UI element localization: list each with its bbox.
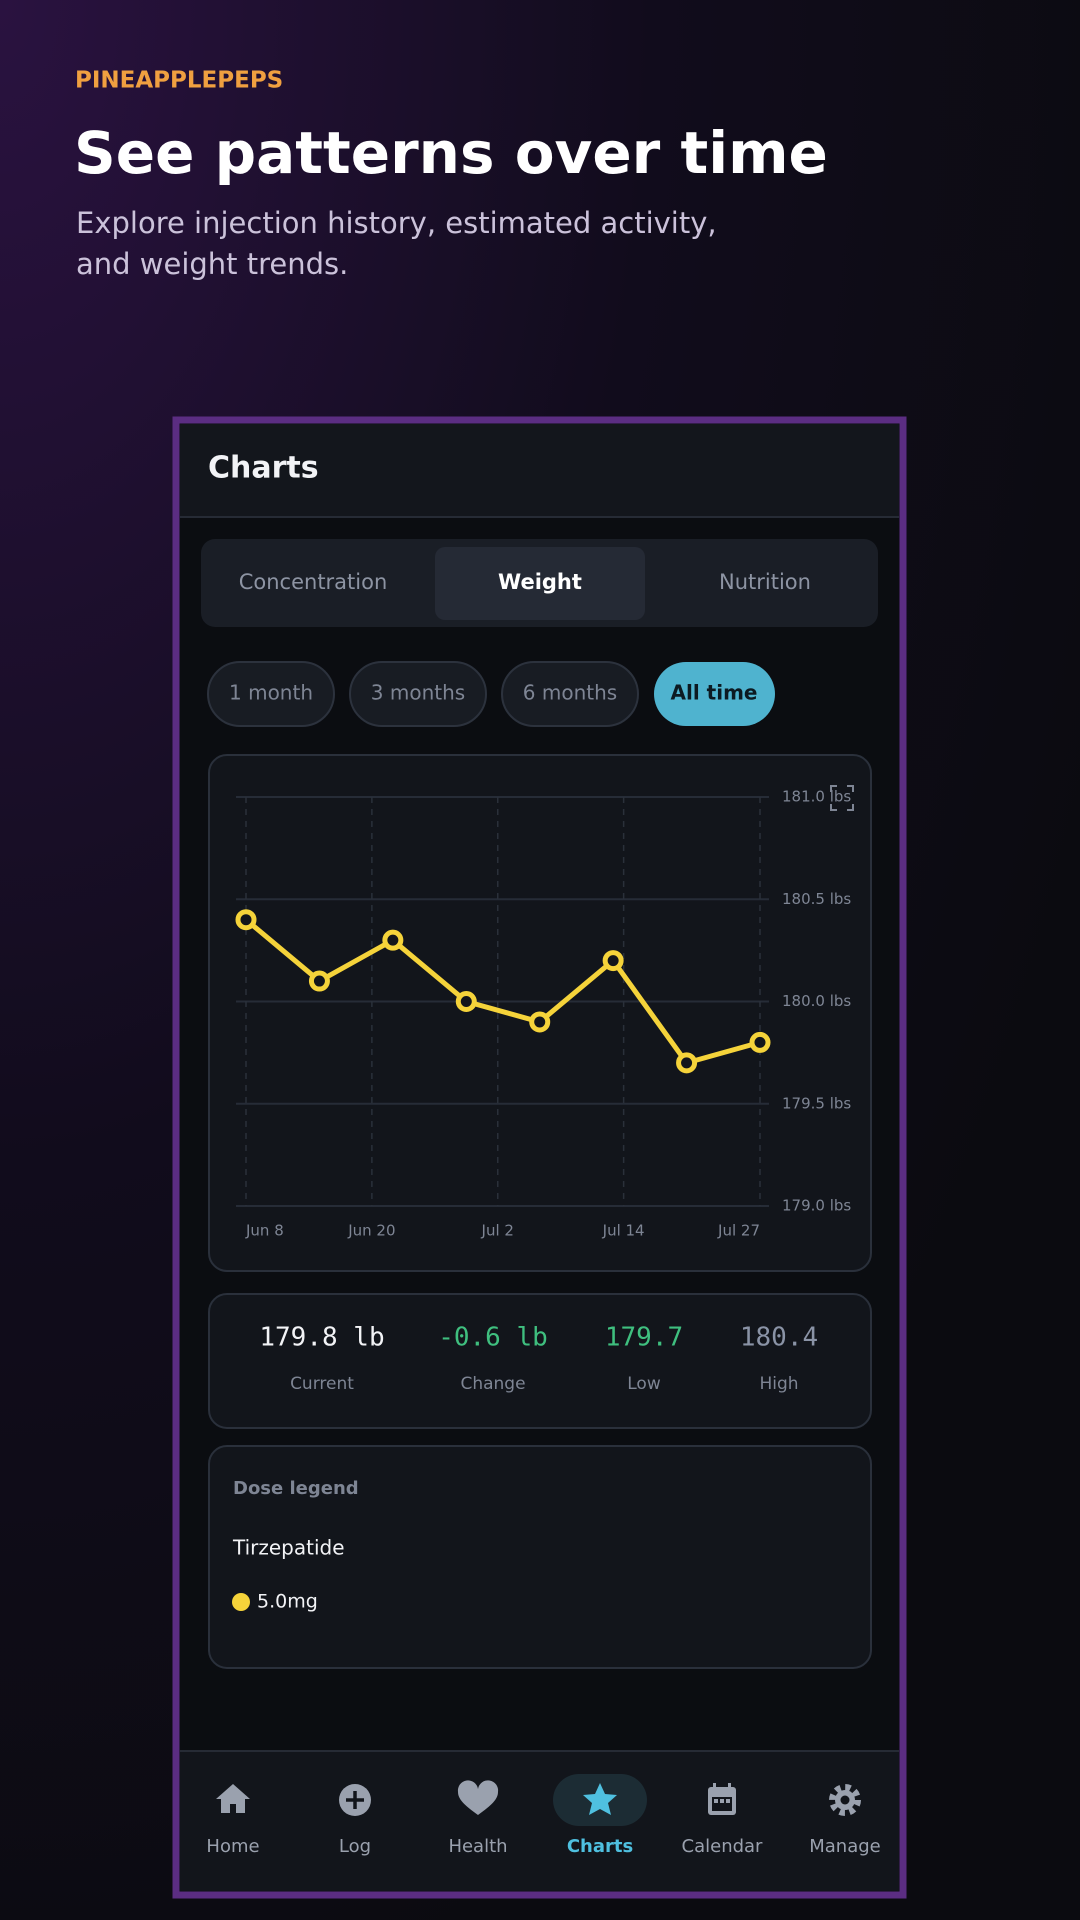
point — [602, 950, 624, 972]
stats-card — [208, 1293, 872, 1429]
range-label: 3 months — [371, 681, 465, 705]
tab[interactable]: Concentration — [239, 570, 388, 594]
legend-card — [208, 1445, 872, 1669]
stat-label: Change — [460, 1374, 525, 1394]
x-tick-label: Jul 14 — [602, 1222, 645, 1240]
nav-label[interactable]: Charts — [567, 1836, 633, 1857]
x-tick-label: Jun 20 — [347, 1222, 395, 1240]
point — [235, 909, 257, 931]
stat-value: 180.4 — [740, 1323, 818, 1353]
point — [676, 1052, 698, 1074]
range-chip[interactable] — [501, 661, 639, 727]
stat-label: High — [759, 1374, 798, 1394]
x-tick-label: Jun 8 — [245, 1222, 284, 1240]
screen-title: Charts — [208, 451, 319, 486]
nav-label[interactable]: Home — [206, 1836, 259, 1857]
stat-value: -0.6 lb — [438, 1323, 548, 1353]
y-tick-label: 179.0 lbs — [782, 1197, 851, 1215]
nav-label[interactable]: Log — [339, 1836, 371, 1857]
tab[interactable]: Nutrition — [719, 570, 811, 594]
tab[interactable]: Weight — [498, 570, 582, 594]
point — [455, 991, 477, 1012]
subtitle: Explore injection history, estimated act… — [76, 206, 717, 240]
nav-label[interactable]: Health — [448, 1836, 507, 1857]
x-tick-label: Jul 27 — [717, 1222, 760, 1240]
range-label: 6 months — [523, 681, 617, 705]
health-icon[interactable] — [457, 1780, 499, 1815]
y-tick-label: 181.0 lbs — [782, 788, 851, 806]
drug-name: Tirzepatide — [232, 1536, 345, 1560]
point — [749, 1031, 771, 1053]
charts-icon[interactable] — [583, 1783, 617, 1815]
stat-value: 179.7 — [605, 1323, 683, 1353]
point — [308, 970, 330, 992]
manage-icon[interactable] — [829, 1784, 861, 1816]
nav-bar — [180, 1751, 899, 1891]
range-chip[interactable] — [349, 661, 487, 727]
legend-title: Dose legend — [233, 1478, 359, 1499]
home-icon[interactable] — [216, 1784, 250, 1813]
chart: 179.0 lbs 179.5 lbs 180.0 lbs 180.5 lbs 181.… — [235, 788, 851, 1240]
y-tick-label: 179.5 lbs — [782, 1094, 851, 1112]
stat-label: Low — [627, 1374, 661, 1394]
point — [529, 1011, 551, 1033]
nav-label[interactable]: Manage — [809, 1836, 881, 1857]
log-icon[interactable] — [339, 1784, 371, 1816]
x-tick-label: Jul 2 — [481, 1222, 514, 1240]
headline: See patterns over time — [74, 119, 828, 187]
stat-label: Current — [290, 1374, 354, 1394]
range-label: All time — [671, 681, 758, 705]
stat-value: 179.8 lb — [259, 1323, 384, 1353]
y-tick-label: 180.0 lbs — [782, 992, 851, 1010]
line — [244, 917, 761, 1066]
range-label: 1 month — [229, 681, 313, 705]
dose-label: 5.0mg — [257, 1591, 318, 1613]
range-chip[interactable] — [207, 661, 335, 727]
dose-dot — [232, 1593, 250, 1611]
subtitle: and weight trends. — [76, 247, 348, 281]
app-bar — [180, 424, 899, 517]
calendar-icon[interactable] — [708, 1783, 736, 1815]
point — [382, 929, 404, 951]
range-chip-selected[interactable] — [654, 662, 775, 726]
brand: PINEAPPLEPEPS — [75, 68, 283, 94]
y-tick-label: 180.5 lbs — [782, 890, 851, 908]
nav-label[interactable]: Calendar — [682, 1836, 764, 1857]
tab-selected — [435, 547, 645, 620]
expand-icon[interactable] — [830, 785, 854, 811]
